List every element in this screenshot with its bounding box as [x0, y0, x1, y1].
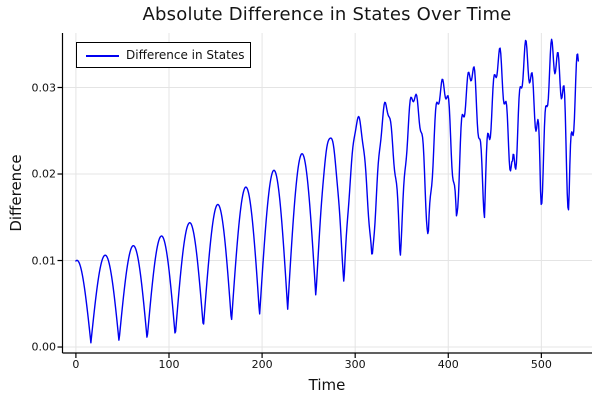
legend-line-sample [86, 55, 119, 57]
x-tick-label: 400 [437, 358, 459, 371]
x-tick-label: 500 [530, 358, 552, 371]
x-tick-label: 200 [251, 358, 273, 371]
legend-entry-label: Difference in States [126, 48, 245, 62]
x-tick-label: 0 [72, 358, 80, 371]
chart-title: Absolute Difference in States Over Time [142, 4, 512, 25]
grid-lines [62, 33, 592, 353]
x-tick-label: 300 [344, 358, 366, 371]
y-tick-label: 0.00 [31, 340, 57, 354]
x-tick-label: 100 [158, 358, 180, 371]
difference-line [75, 38, 580, 344]
y-tick-label: 0.03 [31, 81, 57, 94]
legend-box: Difference in States [76, 42, 251, 68]
y-axis-label: Difference [7, 154, 25, 232]
difference-line-group [75, 38, 580, 344]
axis-spines [61, 33, 592, 354]
axis-tick-marks [57, 86, 542, 358]
x-axis-label: Time [308, 376, 346, 394]
y-tick-label: 0.02 [31, 167, 57, 181]
y-tick-label: 0.01 [31, 254, 57, 268]
